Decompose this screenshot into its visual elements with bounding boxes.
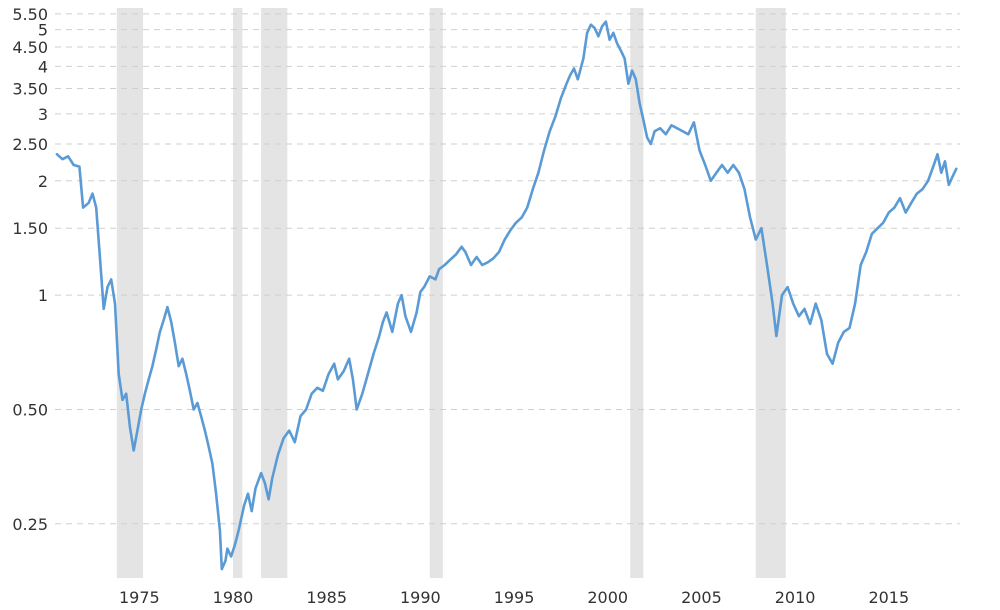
y-tick-label: 2: [38, 172, 48, 191]
series-layer: [55, 20, 958, 571]
x-tick-label: 2010: [775, 588, 816, 607]
y-tick-label: 1: [38, 286, 48, 305]
x-tick-label: 1990: [400, 588, 441, 607]
x-tick-label: 1975: [119, 588, 160, 607]
y-tick-label: 1.50: [12, 219, 48, 238]
y-tick-label: 2.50: [12, 135, 48, 154]
y-tick-label: 4: [38, 57, 48, 76]
recession-band-1: [233, 8, 243, 578]
x-tick-label: 1985: [306, 588, 347, 607]
x-tick-label: 1995: [494, 588, 535, 607]
y-tick-label: 0.25: [12, 515, 48, 534]
y-tick-label: 0.50: [12, 400, 48, 419]
y-tick-label: 5.50: [12, 5, 48, 24]
y-tick-label: 5: [38, 21, 48, 40]
y-tick-label: 4.50: [12, 38, 48, 57]
x-axis: 1975 1980 1985 1990 1995 2000 2005 2010 2015: [119, 588, 909, 607]
x-tick-label: 2000: [587, 588, 628, 607]
recession-band-0: [116, 8, 144, 578]
y-tick-label: 3: [38, 105, 48, 124]
recession-band-2: [261, 8, 288, 578]
y-tick-label: 3.50: [12, 79, 48, 98]
series-line-0: [55, 20, 958, 571]
recession-band-3: [429, 8, 443, 578]
x-tick-label: 2005: [681, 588, 722, 607]
x-tick-label: 2015: [868, 588, 909, 607]
gridlines: [55, 13, 960, 525]
x-tick-label: 1980: [213, 588, 254, 607]
recession-band-4: [630, 8, 644, 578]
